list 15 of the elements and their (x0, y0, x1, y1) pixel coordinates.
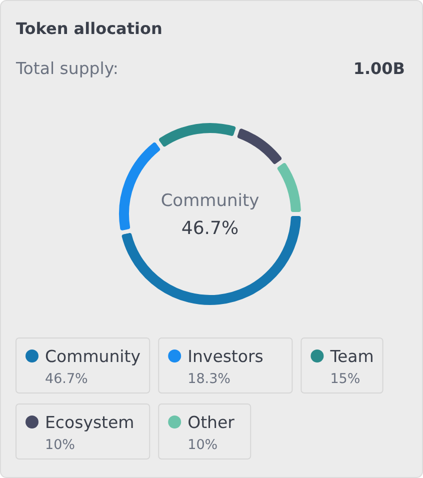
data-label: 15% (330, 371, 360, 387)
slice-label: Community (160, 191, 260, 211)
text: Total supply: (15, 59, 118, 78)
legend-label: Investors (188, 347, 264, 366)
legend-label: Team (329, 347, 374, 366)
data-label: 46.7% (181, 218, 239, 239)
data-label: 10% (45, 437, 76, 453)
text: 46.7% (45, 371, 88, 387)
legend-label: Other (188, 413, 235, 432)
legend-label: Ecosystem (45, 413, 134, 432)
data-label: 10% (188, 437, 218, 453)
data-label: 18.3% (188, 371, 231, 387)
text: 1.00B (353, 59, 405, 78)
chart-title: Token allocation (16, 19, 162, 38)
legend-label: Community (45, 347, 141, 366)
